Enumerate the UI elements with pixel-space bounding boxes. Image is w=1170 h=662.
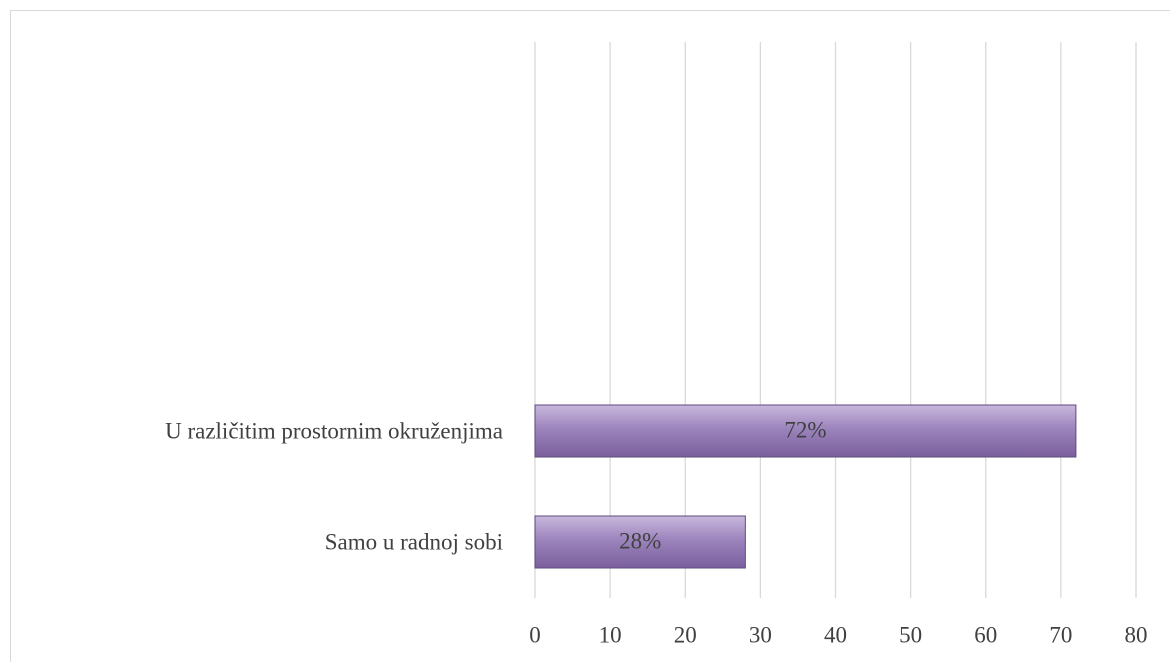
x-tick-label: 10 bbox=[599, 622, 622, 647]
data-label: 28% bbox=[619, 528, 661, 553]
x-tick-label: 70 bbox=[1049, 622, 1072, 647]
x-tick-label: 60 bbox=[974, 622, 997, 647]
x-tick-label: 0 bbox=[529, 622, 541, 647]
x-tick-label: 50 bbox=[899, 622, 922, 647]
x-tick-label: 80 bbox=[1125, 622, 1148, 647]
bar bbox=[534, 515, 746, 569]
x-tick-label: 40 bbox=[824, 622, 847, 647]
x-tick-label: 20 bbox=[674, 622, 697, 647]
y-tick-label: Samo u radnoj sobi bbox=[325, 529, 503, 554]
x-tick-label: 30 bbox=[749, 622, 772, 647]
bar bbox=[534, 404, 1077, 458]
y-tick-label: U različitim prostornim okruženjima bbox=[165, 418, 503, 443]
data-label: 72% bbox=[784, 417, 826, 442]
